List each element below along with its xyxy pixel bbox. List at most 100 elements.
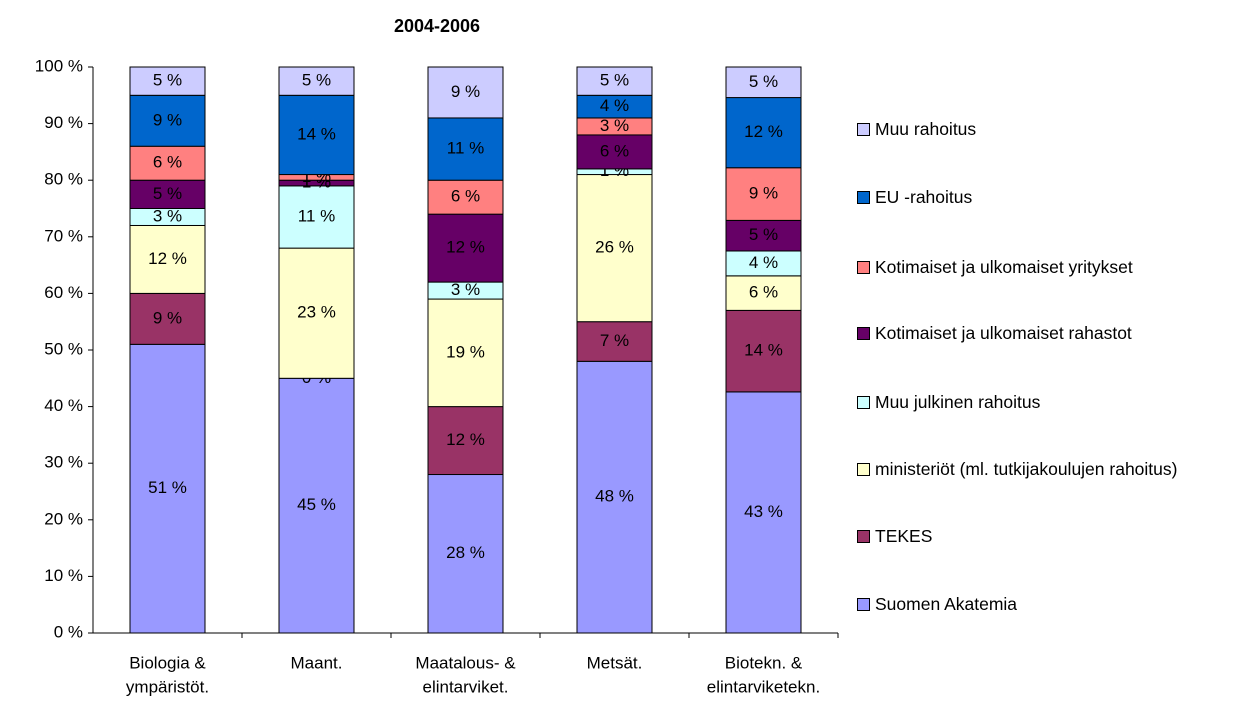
bar-segment — [278, 377, 355, 634]
legend-item: TEKES — [856, 524, 1236, 549]
data-label: 19 % — [446, 342, 485, 361]
bar-segment — [725, 167, 802, 221]
bar-segment — [129, 66, 206, 96]
data-label: 3 % — [600, 116, 629, 135]
bar-segment — [129, 179, 206, 209]
legend-label: TEKES — [875, 526, 933, 546]
bar-segment — [129, 343, 206, 634]
bar-segment — [576, 134, 653, 170]
data-label: 12 % — [446, 238, 485, 257]
bar-segment — [576, 321, 653, 362]
data-label: 43 % — [744, 502, 783, 521]
data-label: 3 % — [153, 206, 182, 225]
data-label: 6 % — [451, 187, 480, 206]
data-label: 6 % — [600, 141, 629, 160]
legend-label: Suomen Akatemia — [875, 594, 1018, 614]
data-label: 28 % — [446, 543, 485, 562]
y-tick-label: 10 % — [44, 566, 83, 585]
bar-segment — [427, 213, 504, 283]
data-label: 6 % — [749, 283, 778, 302]
legend-label: Muu rahoitus — [875, 119, 977, 139]
bar-segment — [278, 94, 355, 176]
legend-item: Muu rahoitus — [856, 117, 1236, 142]
legend-swatch — [857, 123, 870, 136]
bar-segment — [427, 406, 504, 476]
x-tick-label: Maant. — [291, 653, 343, 672]
legend-swatch — [857, 327, 870, 340]
data-label: 12 % — [744, 122, 783, 141]
bar-segment — [427, 298, 504, 408]
bar-segment — [725, 309, 802, 393]
data-label: 6 % — [153, 153, 182, 172]
bar-segment — [725, 66, 802, 99]
data-label: 9 % — [153, 110, 182, 129]
bar-segment — [725, 391, 802, 634]
data-label: 26 % — [595, 238, 634, 257]
bar-segment — [576, 66, 653, 96]
y-tick-label: 80 % — [44, 170, 83, 189]
legend-swatch — [857, 261, 870, 274]
data-label: 12 % — [446, 430, 485, 449]
data-label: 51 % — [148, 478, 187, 497]
data-label: 23 % — [297, 303, 336, 322]
legend-item: EU -rahoitus — [856, 185, 1236, 210]
x-tick-label: Biologia & — [129, 653, 206, 672]
data-label: 7 % — [600, 331, 629, 350]
bar-segment — [725, 97, 802, 169]
legend-swatch — [857, 598, 870, 611]
x-tick-label: Metsät. — [587, 653, 643, 672]
data-label: 48 % — [595, 487, 634, 506]
y-tick-label: 100 % — [35, 56, 83, 75]
legend-item: ministeriöt (ml. tutkijakoulujen rahoitu… — [856, 457, 1236, 482]
legend-swatch — [857, 396, 870, 409]
data-label: 3 % — [451, 280, 480, 299]
data-label: 11 % — [447, 139, 485, 158]
bar-segment — [278, 247, 355, 379]
bar-segment — [427, 474, 504, 634]
y-tick-label: 0 % — [54, 622, 83, 641]
data-label: 9 % — [153, 308, 182, 327]
legend-label: Muu julkinen rahoitus — [875, 392, 1041, 412]
bar-segment — [427, 117, 504, 181]
y-tick-label: 70 % — [44, 226, 83, 245]
y-tick-label: 50 % — [44, 339, 83, 358]
data-label: 5 % — [153, 71, 182, 90]
x-tick-label: elintarviket. — [423, 677, 509, 696]
data-label: 4 % — [749, 253, 778, 272]
legend-label: EU -rahoitus — [875, 187, 973, 207]
data-label: 9 % — [749, 184, 778, 203]
data-label: 14 % — [297, 124, 336, 143]
data-label: 9 % — [451, 82, 480, 101]
bar-segment — [129, 292, 206, 345]
y-tick-label: 40 % — [44, 396, 83, 415]
bar-segment — [427, 179, 504, 215]
data-label: 12 % — [148, 249, 187, 268]
data-label: 5 % — [749, 72, 778, 91]
legend-label: Kotimaiset ja ulkomaiset rahastot — [875, 323, 1132, 343]
data-label: 5 % — [153, 184, 182, 203]
y-tick-label: 30 % — [44, 453, 83, 472]
y-tick-label: 20 % — [44, 509, 83, 528]
legend-item: Muu julkinen rahoitus — [856, 390, 1236, 415]
data-label: 4 % — [600, 96, 629, 115]
x-tick-label: Biotekn. & — [725, 653, 803, 672]
chart-title: 2004-2006 — [394, 16, 480, 36]
legend-item: Kotimaiset ja ulkomaiset yritykset — [856, 255, 1236, 280]
bar-segment — [576, 174, 653, 323]
x-tick-label: elintarviketekn. — [707, 677, 820, 696]
bar-segment — [725, 275, 802, 311]
data-label: 14 % — [744, 341, 783, 360]
data-label: 5 % — [302, 71, 331, 90]
legend-label: Kotimaiset ja ulkomaiset yritykset — [875, 257, 1133, 277]
data-label: 45 % — [297, 495, 336, 514]
y-tick-label: 60 % — [44, 283, 83, 302]
legend-swatch — [857, 530, 870, 543]
bar-segment — [427, 66, 504, 119]
data-label: 5 % — [749, 225, 778, 244]
x-tick-label: ympäristöt. — [126, 677, 209, 696]
legend-item: Suomen Akatemia — [856, 592, 1236, 617]
bar-segment — [725, 219, 802, 252]
y-tick-label: 90 % — [44, 113, 83, 132]
